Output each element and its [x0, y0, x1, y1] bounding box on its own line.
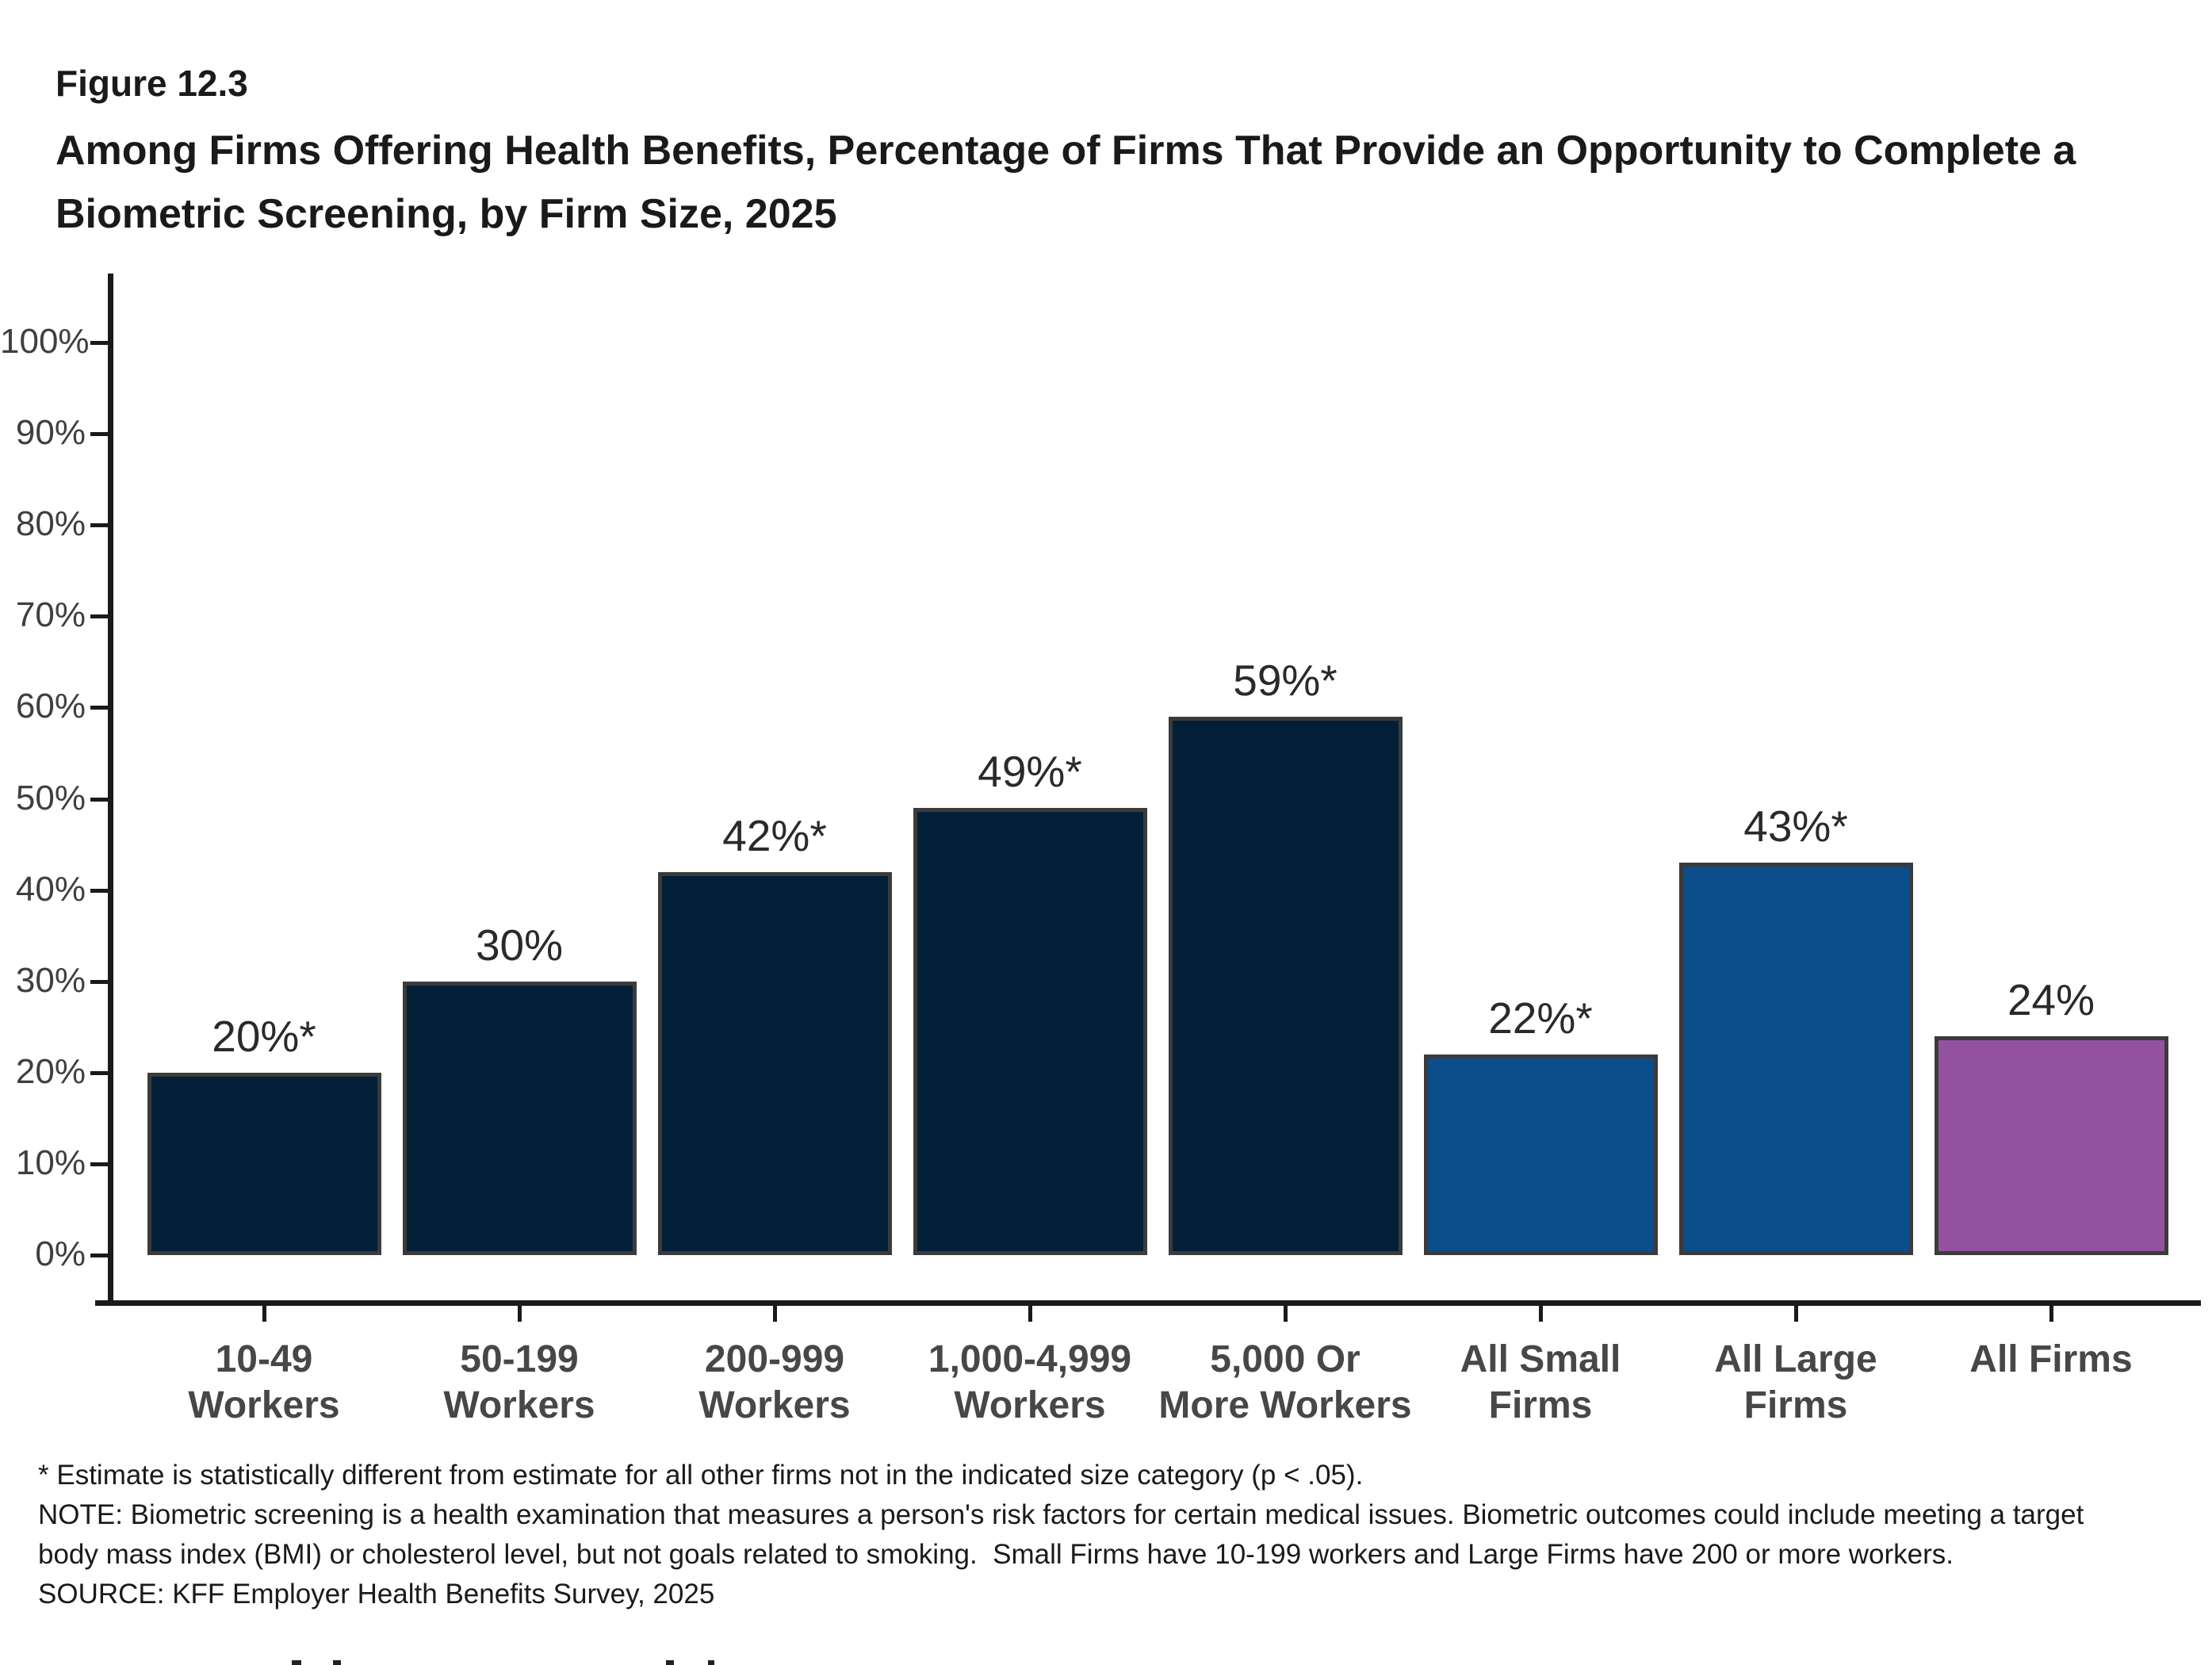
bar-all-large-firms — [1678, 863, 1913, 1255]
footnotes: * Estimate is statistically different fr… — [38, 1456, 2147, 1614]
y-axis-tick — [90, 706, 109, 710]
y-axis-tick — [90, 341, 109, 345]
x-axis-category-label-line: Workers — [443, 1384, 595, 1426]
bar-5-000-or-more-workers — [1168, 716, 1403, 1255]
y-axis-tick-label: 10% — [15, 1143, 86, 1182]
bar-value-label: 22%* — [1488, 993, 1593, 1043]
y-axis-tick-label: 40% — [15, 869, 86, 909]
bar-all-small-firms — [1423, 1054, 1658, 1255]
bar-value-label: 43%* — [1743, 802, 1848, 852]
x-axis-category-label-line: All Small — [1460, 1338, 1621, 1380]
x-axis-tick — [518, 1306, 522, 1322]
x-axis-category-label: 5,000 Or More Workers — [1079, 1337, 1491, 1429]
bar-value-label: 49%* — [978, 747, 1082, 796]
y-axis-tick-label: 70% — [15, 595, 86, 635]
x-axis-category-label: All Firms — [1845, 1337, 2212, 1383]
x-axis-category-label-line: Workers — [954, 1384, 1106, 1426]
y-axis-tick — [90, 888, 109, 893]
y-axis-tick-label: 30% — [15, 960, 86, 1000]
y-axis-tick — [90, 1070, 109, 1075]
bar-50-199-workers — [402, 981, 637, 1255]
y-axis-tick — [90, 614, 109, 619]
bar-10-49-workers — [147, 1072, 381, 1255]
x-axis-tick — [1539, 1306, 1543, 1322]
y-axis-tick-label: 80% — [15, 504, 86, 544]
x-axis-line — [95, 1300, 2201, 1306]
x-axis-category-label-line: Workers — [698, 1384, 851, 1426]
x-axis-category-label-line: 5,000 Or — [1210, 1338, 1360, 1380]
y-axis-tick — [90, 1162, 109, 1166]
source-note: SOURCE: KFF Employer Health Benefits Sur… — [38, 1579, 715, 1610]
x-axis-category-label-line: More Workers — [1158, 1384, 1412, 1426]
y-axis-tick-label: 50% — [15, 778, 86, 817]
cropped-footer-mark — [708, 1660, 714, 1665]
x-axis-category-label-line: Firms — [1488, 1384, 1593, 1426]
y-axis-tick — [90, 797, 109, 802]
cropped-footer-mark — [292, 1660, 301, 1665]
methodology-note: NOTE: Biometric screening is a health ex… — [38, 1499, 2092, 1570]
x-axis-category-label-line: Firms — [1743, 1384, 1848, 1426]
significance-note: * Estimate is statistically different fr… — [38, 1460, 1364, 1491]
cropped-footer-mark — [333, 1660, 341, 1665]
x-axis-category-label-line: 1,000-4,999 — [928, 1338, 1132, 1380]
bar-value-label: 20%* — [212, 1011, 316, 1061]
x-axis-category-label: All Large Firms — [1590, 1337, 2002, 1429]
y-axis-line — [108, 274, 113, 1305]
bar-value-label: 30% — [475, 920, 564, 970]
y-axis-tick — [90, 523, 109, 528]
x-axis-category-label: 1,000-4,999 Workers — [824, 1337, 1236, 1429]
x-axis-category-label: 50-199 Workers — [313, 1337, 725, 1429]
x-axis-tick — [773, 1306, 777, 1322]
bar-value-label: 42%* — [722, 810, 827, 860]
y-axis-tick-label: 20% — [15, 1051, 86, 1091]
bar-value-label: 59%* — [1233, 655, 1338, 705]
bar-1-000-4-999-workers — [913, 808, 1147, 1255]
x-axis-category-label-line: 200-999 — [704, 1338, 845, 1380]
x-axis-tick — [1794, 1306, 1798, 1322]
x-axis-category-label: 200-999 Workers — [568, 1337, 981, 1429]
bar-value-label: 24% — [2007, 974, 2095, 1024]
y-axis-tick — [90, 432, 109, 437]
y-axis-tick — [90, 979, 109, 984]
x-axis-tick — [1028, 1306, 1032, 1322]
bar-all-firms — [1934, 1035, 2168, 1255]
x-axis-category-label: 10-49 Workers — [58, 1337, 470, 1429]
bar-200-999-workers — [657, 871, 892, 1255]
x-axis-category-label-line: Workers — [188, 1384, 340, 1426]
x-axis-category-label-line: 10-49 — [215, 1338, 313, 1380]
x-axis-category-label: All Small Firms — [1334, 1337, 1747, 1429]
cropped-footer-mark — [666, 1660, 674, 1665]
x-axis-tick — [1284, 1306, 1288, 1322]
x-axis-category-label-line: All Large — [1714, 1338, 1877, 1380]
y-axis-tick-label: 100% — [0, 322, 90, 361]
x-axis-category-label-line: All Firms — [1969, 1338, 2133, 1380]
x-axis-category-label-line: 50-199 — [460, 1338, 579, 1380]
y-axis-tick — [90, 1254, 109, 1257]
y-axis-tick-label: 0% — [35, 1234, 86, 1273]
figure-title: Among Firms Offering Health Benefits, Pe… — [55, 128, 2076, 237]
x-axis-tick — [262, 1306, 266, 1322]
x-axis-tick — [2049, 1306, 2053, 1322]
y-axis-tick-label: 90% — [15, 413, 86, 453]
figure-number: Figure 12.3 — [55, 63, 248, 104]
y-axis-tick-label: 60% — [15, 687, 86, 726]
